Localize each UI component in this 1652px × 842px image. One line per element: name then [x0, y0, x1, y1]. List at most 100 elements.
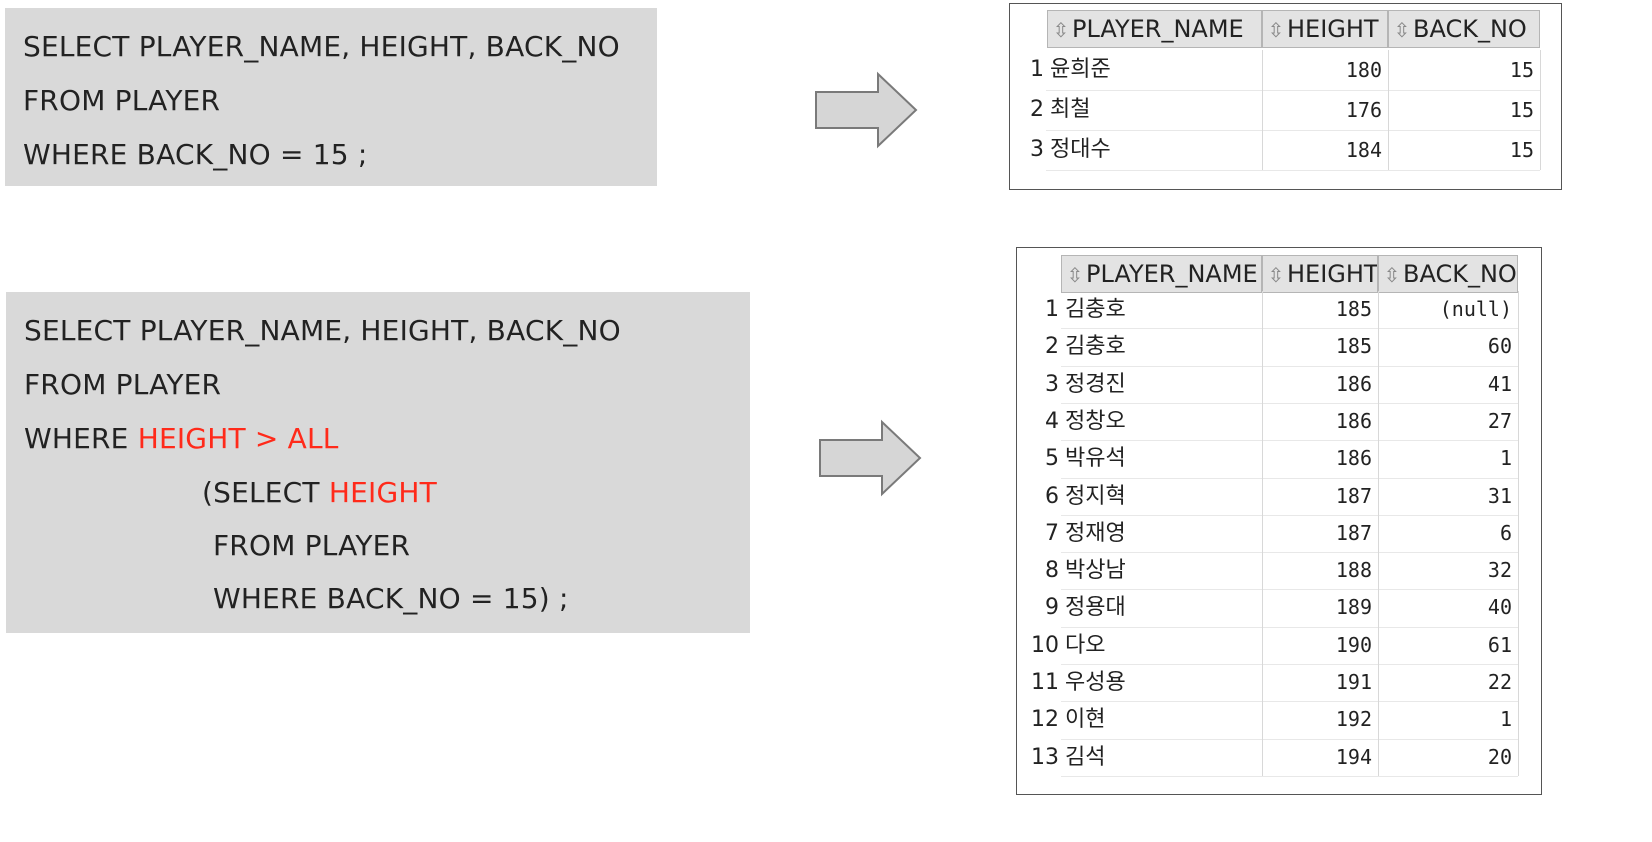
height-cell[interactable]: 192: [1335, 707, 1372, 732]
player-name-cell[interactable]: 우성용: [1065, 670, 1126, 695]
back-no-cell[interactable]: (null): [1439, 297, 1512, 321]
back-no-cell[interactable]: 60: [1487, 334, 1512, 359]
row-divider: [1061, 626, 1518, 628]
player-name-cell[interactable]: 정대수: [1050, 137, 1111, 162]
row-divider: [1061, 664, 1518, 665]
back-no-cell[interactable]: 41: [1487, 371, 1512, 396]
row-divider: [1061, 477, 1518, 479]
sort-updown-icon[interactable]: ⇳: [1383, 263, 1401, 287]
height-cell[interactable]: 185: [1335, 297, 1372, 321]
row-number[interactable]: 8: [1045, 558, 1059, 584]
row-number[interactable]: 7: [1045, 520, 1059, 546]
back-no-cell[interactable]: 6: [1499, 520, 1512, 545]
row-number[interactable]: 2: [1045, 334, 1059, 360]
height-cell[interactable]: 194: [1335, 744, 1372, 769]
back-no-cell[interactable]: 27: [1487, 408, 1512, 433]
result1-grid: ⇳ PLAYER_NAME ⇳ HEIGHT ⇳ BACK_NO 1 윤희준 180 15 2…: [1009, 3, 1562, 190]
back-no-cell[interactable]: 22: [1487, 670, 1512, 694]
sort-updown-icon[interactable]: ⇳: [1393, 18, 1411, 42]
row-number[interactable]: 3: [1030, 137, 1044, 162]
column-divider: [1388, 50, 1389, 170]
query2-line-from: FROM PLAYER: [24, 368, 222, 401]
back-no-cell[interactable]: 40: [1487, 595, 1512, 620]
player-name-cell[interactable]: 윤희준: [1050, 57, 1111, 82]
player-name-cell[interactable]: 박상남: [1065, 558, 1126, 584]
query2-code-box: SELECT PLAYER_NAME, HEIGHT, BACK_NO FROM…: [6, 292, 750, 633]
height-cell[interactable]: 189: [1335, 595, 1372, 620]
sort-updown-icon[interactable]: ⇳: [1267, 18, 1285, 42]
back-no-cell[interactable]: 15: [1509, 98, 1534, 122]
back-no-cell[interactable]: 32: [1487, 558, 1512, 583]
player-name-cell[interactable]: 정재영: [1065, 520, 1126, 546]
row-number[interactable]: 6: [1045, 483, 1059, 509]
row-number[interactable]: 13: [1031, 744, 1059, 770]
row-number[interactable]: 2: [1030, 97, 1044, 122]
back-no-cell[interactable]: 1: [1499, 707, 1512, 732]
row-number[interactable]: 1: [1030, 57, 1044, 82]
player-name-cell[interactable]: 정경진: [1065, 371, 1126, 397]
back-no-cell[interactable]: 31: [1487, 483, 1512, 508]
row-divider: [1061, 738, 1518, 740]
row-number[interactable]: 4: [1045, 408, 1059, 434]
column-divider: [1518, 291, 1519, 776]
column-divider: [1262, 291, 1263, 776]
row-divider: [1061, 440, 1518, 442]
player-name-cell[interactable]: 김석: [1065, 744, 1106, 770]
back-no-cell[interactable]: 20: [1487, 744, 1512, 769]
height-cell[interactable]: 186: [1335, 408, 1372, 433]
query2-line-subfrom: FROM PLAYER: [213, 529, 411, 562]
row-divider: [1046, 90, 1540, 91]
result2-header-back-no[interactable]: ⇳ BACK_NO: [1378, 255, 1518, 293]
sort-updown-icon[interactable]: ⇳: [1052, 18, 1070, 42]
query1-code-box: SELECT PLAYER_NAME, HEIGHT, BACK_NO FROM…: [5, 8, 657, 186]
row-number[interactable]: 5: [1045, 446, 1059, 472]
row-number[interactable]: 3: [1045, 371, 1059, 397]
back-no-cell[interactable]: 1: [1499, 446, 1512, 471]
right-arrow-icon: [815, 71, 918, 149]
query1-line-where: WHERE BACK_NO = 15 ;: [23, 138, 368, 171]
column-label: BACK_NO: [1403, 260, 1517, 288]
column-divider: [1540, 50, 1541, 170]
back-no-cell[interactable]: 15: [1509, 138, 1534, 162]
height-cell[interactable]: 191: [1335, 670, 1372, 694]
player-name-cell[interactable]: 정창오: [1065, 408, 1126, 434]
height-cell[interactable]: 184: [1345, 138, 1382, 162]
result1-header-back-no[interactable]: ⇳ BACK_NO: [1388, 10, 1540, 48]
row-number[interactable]: 12: [1031, 707, 1059, 733]
height-cell[interactable]: 187: [1335, 483, 1372, 508]
sort-updown-icon[interactable]: ⇳: [1267, 263, 1285, 287]
height-cell[interactable]: 180: [1345, 58, 1382, 82]
player-name-cell[interactable]: 다오: [1065, 632, 1106, 658]
result1-header-player-name[interactable]: ⇳ PLAYER_NAME: [1047, 10, 1262, 48]
player-name-cell[interactable]: 정용대: [1065, 595, 1126, 621]
player-name-cell[interactable]: 정지혁: [1065, 483, 1126, 509]
height-cell[interactable]: 188: [1335, 558, 1372, 583]
back-no-cell[interactable]: 15: [1509, 58, 1534, 82]
result1-header-height[interactable]: ⇳ HEIGHT: [1262, 10, 1388, 48]
player-name-cell[interactable]: 박유석: [1065, 446, 1126, 472]
height-cell[interactable]: 186: [1335, 371, 1372, 396]
height-cell[interactable]: 190: [1335, 632, 1372, 657]
height-all-highlight: HEIGHT > ALL: [137, 422, 339, 455]
height-cell[interactable]: 176: [1345, 98, 1382, 122]
result2-header-player-name[interactable]: ⇳ PLAYER_NAME: [1061, 255, 1262, 293]
row-number[interactable]: 11: [1031, 670, 1059, 695]
result2-header-height[interactable]: ⇳ HEIGHT: [1262, 255, 1378, 293]
row-number[interactable]: 9: [1045, 595, 1059, 621]
column-divider: [1378, 291, 1379, 776]
row-divider: [1061, 775, 1518, 777]
height-cell[interactable]: 186: [1335, 446, 1372, 471]
height-cell[interactable]: 185: [1335, 334, 1372, 359]
player-name-cell[interactable]: 이현: [1065, 707, 1106, 733]
row-divider: [1046, 170, 1540, 171]
query1-line-from: FROM PLAYER: [23, 84, 221, 117]
sort-updown-icon[interactable]: ⇳: [1066, 263, 1084, 287]
row-number[interactable]: 1: [1045, 297, 1059, 322]
player-name-cell[interactable]: 최철: [1050, 97, 1091, 122]
back-no-cell[interactable]: 61: [1487, 632, 1512, 657]
query2-line-subselect: (SELECT HEIGHT: [202, 476, 437, 509]
player-name-cell[interactable]: 김충호: [1065, 334, 1126, 360]
height-cell[interactable]: 187: [1335, 520, 1372, 545]
row-number[interactable]: 10: [1031, 632, 1059, 658]
player-name-cell[interactable]: 김충호: [1065, 297, 1126, 322]
